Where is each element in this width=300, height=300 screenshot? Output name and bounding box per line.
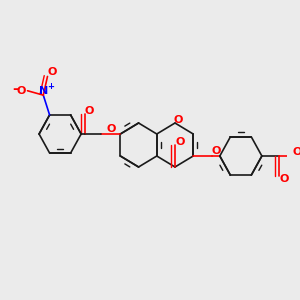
- Text: O: O: [292, 147, 300, 157]
- Text: O: O: [48, 68, 57, 77]
- Text: O: O: [175, 137, 184, 147]
- Text: O: O: [85, 106, 94, 116]
- Text: -: -: [12, 82, 18, 96]
- Text: O: O: [106, 124, 116, 134]
- Text: O: O: [211, 146, 221, 156]
- Text: O: O: [173, 115, 182, 125]
- Text: N: N: [39, 86, 48, 96]
- Text: O: O: [16, 86, 26, 96]
- Text: O: O: [280, 174, 289, 184]
- Text: +: +: [47, 82, 54, 91]
